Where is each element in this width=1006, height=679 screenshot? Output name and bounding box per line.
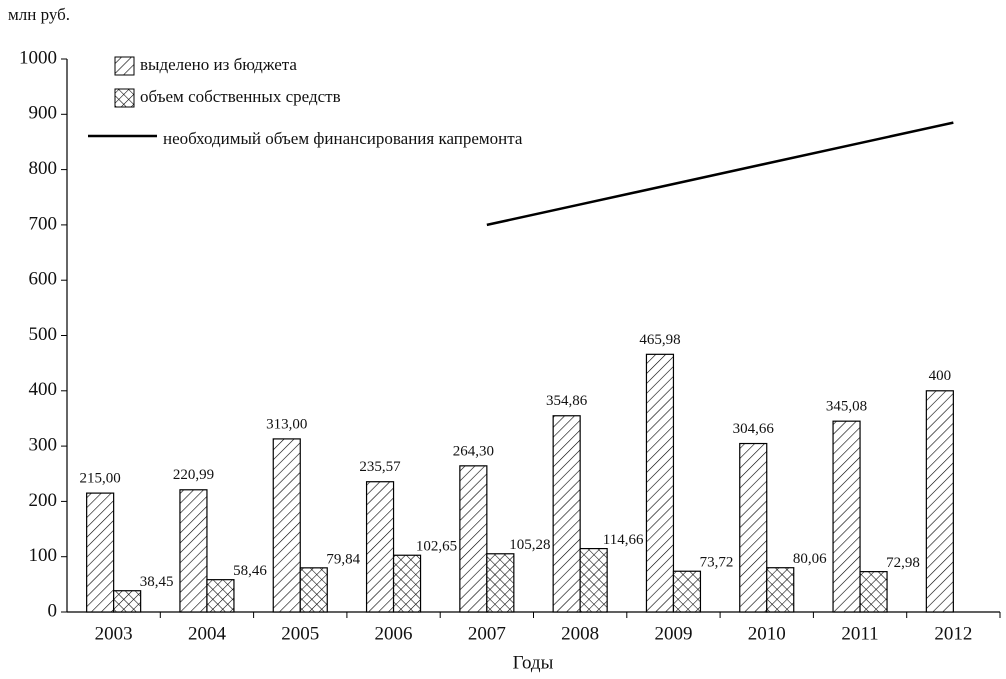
- value-label: 354,86: [546, 393, 588, 409]
- legend-swatch: [114, 56, 135, 76]
- value-label: 313,00: [266, 416, 307, 432]
- bar: [486, 553, 515, 613]
- y-tick-label: 0: [48, 600, 58, 621]
- x-tick-label: 2004: [188, 623, 227, 644]
- y-tick-label: 700: [29, 213, 58, 234]
- value-label: 304,66: [733, 421, 775, 437]
- value-label: 38,45: [140, 574, 174, 590]
- x-tick-label: 2010: [748, 623, 786, 644]
- legend-label: необходимый объем финансирования капремо…: [163, 129, 523, 148]
- x-tick-label: 2011: [841, 623, 878, 644]
- value-label: 80,06: [793, 551, 827, 567]
- bar: [739, 442, 768, 613]
- x-tick-label: 2008: [561, 623, 599, 644]
- value-label: 220,99: [173, 467, 214, 483]
- value-label: 235,57: [359, 459, 401, 475]
- value-label: 465,98: [639, 332, 680, 348]
- line: [486, 121, 954, 227]
- value-label: 72,98: [886, 555, 920, 571]
- y-tick-label: 1000: [19, 47, 57, 68]
- bar: [392, 554, 422, 613]
- value-label: 79,84: [326, 551, 360, 567]
- bar: [672, 570, 702, 613]
- y-tick-label: 500: [29, 324, 58, 345]
- x-tick-label: 2003: [95, 623, 133, 644]
- y-unit-label: млн руб.: [8, 5, 70, 24]
- bar: [859, 571, 888, 613]
- bar: [272, 438, 301, 613]
- bar: [766, 567, 795, 613]
- bar: [579, 547, 608, 613]
- bar: [113, 590, 142, 613]
- value-label: 114,66: [603, 532, 644, 548]
- value-label: 400: [929, 368, 952, 384]
- value-label: 345,08: [826, 399, 867, 415]
- value-label: 102,65: [416, 539, 457, 555]
- bar: [86, 492, 115, 613]
- x-tick-label: 2006: [375, 623, 413, 644]
- y-tick-label: 800: [29, 158, 58, 179]
- y-tick-label: 300: [29, 434, 58, 455]
- value-label: 264,30: [453, 443, 494, 459]
- value-label: 58,46: [233, 563, 267, 579]
- bar: [206, 579, 235, 613]
- legend-label: объем собственных средств: [140, 87, 341, 106]
- bar: [645, 353, 675, 613]
- y-tick-label: 400: [29, 379, 58, 400]
- value-label: 73,72: [700, 555, 734, 571]
- x-tick-label: 2009: [654, 623, 692, 644]
- x-axis-label: Годы: [513, 652, 554, 673]
- bar: [925, 390, 954, 613]
- bar: [365, 481, 395, 613]
- bar: [299, 567, 328, 613]
- y-tick-label: 100: [29, 545, 58, 566]
- x-tick-label: 2005: [281, 623, 319, 644]
- value-label: 215,00: [80, 471, 121, 487]
- bar: [179, 489, 208, 613]
- legend-label: выделено из бюджета: [140, 55, 297, 74]
- y-tick-label: 600: [29, 269, 58, 290]
- x-tick-label: 2007: [468, 623, 506, 644]
- bar: [832, 420, 861, 613]
- bar: [552, 415, 581, 613]
- bar: [459, 465, 488, 613]
- x-tick-label: 2012: [934, 623, 972, 644]
- legend-swatch: [114, 88, 135, 108]
- value-label: 105,28: [509, 537, 550, 553]
- y-tick-label: 200: [29, 490, 58, 511]
- y-tick-label: 900: [29, 103, 58, 124]
